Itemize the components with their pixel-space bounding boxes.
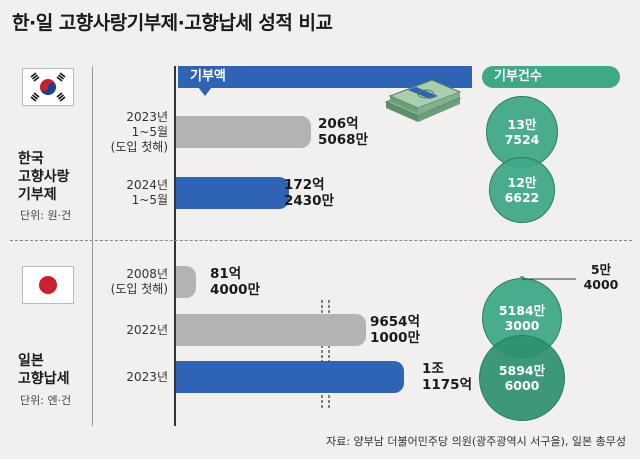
row-label: 2023년: [126, 370, 168, 385]
row-label-line: 1~5월: [131, 193, 168, 207]
count-header-tab: 기부건수: [482, 66, 620, 88]
row-label-line: (도입 첫해): [110, 282, 168, 296]
count-2008-connector: [519, 276, 576, 282]
amount-value-line: 4000만: [210, 282, 260, 298]
money-stack-icon: [384, 79, 462, 122]
amount-bar: [176, 314, 366, 346]
japan-country-label: 일본 고향납세: [18, 352, 70, 388]
count-bubble: [489, 157, 555, 223]
count-value-line: 4000: [583, 277, 619, 292]
amount-value-line: 1조: [422, 361, 444, 377]
bar-axis-line: [174, 66, 176, 426]
count-value-line: 13만: [507, 117, 537, 132]
amount-value-label: 172억 2430만: [284, 177, 334, 209]
row-label-line: 1~5월: [131, 124, 168, 139]
page-title: 한·일 고향사랑기부제·고향납세 성적 비교: [12, 12, 333, 34]
row-label-line: 2024년: [126, 178, 168, 192]
amount-bar: [176, 177, 289, 209]
japan-label-line-2: 고향납세: [18, 371, 70, 387]
country-separator: [10, 240, 632, 241]
count-value-line: 6622: [504, 190, 540, 205]
amount-bar: [176, 116, 311, 148]
count-value-line: 5만: [590, 262, 612, 277]
korea-country-label: 한국 고향사랑 기부제: [18, 150, 70, 204]
japan-label-line-1: 일본: [18, 353, 44, 369]
amount-value-label: 81억 4000만: [210, 266, 260, 298]
amount-value-label: 1조 1175억: [422, 361, 472, 393]
korea-unit-label: 단위: 원·건: [20, 209, 72, 222]
label-divider-line: [92, 66, 93, 426]
amount-header-tab: 기부액: [178, 66, 472, 88]
amount-header-label: 기부액: [190, 69, 226, 84]
count-header-label: 기부건수: [494, 69, 542, 84]
row-label: 2024년 1~5월: [126, 178, 168, 208]
count-bubble: [486, 96, 558, 168]
amount-header-pointer-icon: [198, 87, 212, 96]
source-note: 자료: 양부남 더불어민주당 의원(광주광역시 서구을), 일본 총무성: [326, 435, 626, 448]
count-value-line: 6000: [504, 378, 540, 393]
japan-unit-label: 단위: 엔·건: [20, 394, 72, 407]
count-value-label: 13만 7524: [492, 117, 552, 147]
amount-value-line: 81억: [210, 266, 242, 282]
count-value-label: 12만 6622: [492, 175, 552, 205]
count-value-line: 7524: [504, 132, 540, 147]
count-value-label: 5894만 6000: [492, 363, 552, 393]
amount-value-line: 206억: [318, 116, 359, 132]
row-label-line: 2023년: [126, 369, 168, 384]
count-value-label: 5184만 3000: [492, 303, 552, 333]
count-value-line: 5894만: [498, 363, 546, 378]
amount-value-line: 172억: [284, 177, 325, 193]
korea-label-line-3: 기부제: [18, 187, 57, 203]
row-label-line: 2008년: [126, 267, 168, 281]
count-value-line: 12만: [507, 175, 537, 190]
row-label: 2023년 1~5월 (도입 첫해): [111, 110, 168, 155]
row-label: 2022년: [126, 323, 168, 338]
count-value-label: 5만 4000: [580, 262, 622, 292]
korea-flag-icon: [22, 68, 74, 106]
amount-bar: [176, 361, 404, 393]
amount-value-line: 2430만: [284, 193, 334, 209]
amount-value-line: 9654억: [370, 314, 420, 330]
japan-flag-icon: [22, 266, 74, 304]
row-label-line: 2023년: [126, 109, 168, 124]
amount-bar: [176, 266, 196, 298]
amount-value-line: 1000만: [370, 330, 420, 346]
amount-value-label: 206억 5068만: [318, 116, 368, 148]
count-bubble: [479, 335, 565, 421]
amount-value-line: 5068만: [318, 132, 368, 148]
row-label-line: 2022년: [126, 322, 168, 337]
row-label-line: (도입 첫해): [110, 139, 168, 154]
amount-value-label: 9654억 1000만: [370, 314, 420, 346]
korea-label-line-2: 고향사랑: [18, 169, 70, 185]
row-label: 2008년 (도입 첫해): [111, 267, 168, 297]
korea-label-line-1: 한국: [18, 151, 44, 167]
count-value-line: 5184만: [498, 303, 546, 318]
count-value-line: 3000: [504, 318, 540, 333]
amount-value-line: 1175억: [422, 377, 472, 393]
